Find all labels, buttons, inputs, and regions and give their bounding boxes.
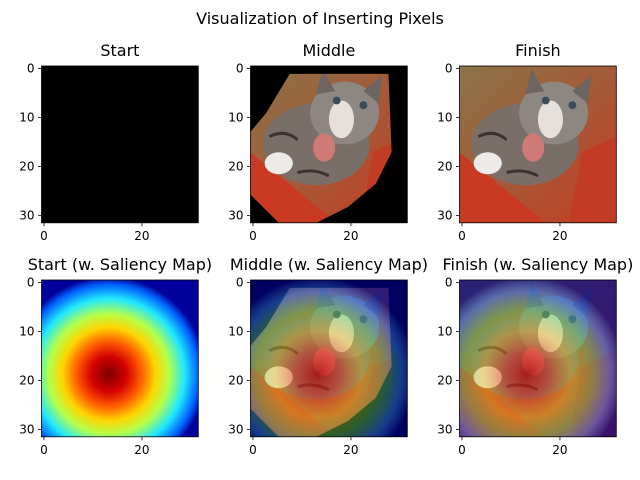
y-tick-label: 10 — [19, 110, 34, 124]
y-tick-label: 0 — [236, 275, 244, 289]
y-tick-label: 0 — [236, 61, 244, 75]
y-tick-label: 30 — [19, 208, 34, 222]
image-panel-3: Finish 0 10 20 30 0 20 — [437, 41, 617, 243]
y-tick-label: 20 — [437, 159, 452, 173]
x-tick-label: 20 — [343, 229, 358, 243]
image-panel-1: Start 0 10 20 30 0 20 — [19, 41, 199, 243]
y-tick-label: 30 — [228, 208, 243, 222]
y-tick-label: 10 — [228, 110, 243, 124]
x-tick-label: 20 — [134, 229, 149, 243]
y-tick-label: 20 — [437, 373, 452, 387]
x-tick-label: 0 — [458, 443, 466, 457]
figure-title: Visualization of Inserting Pixels — [196, 9, 444, 28]
y-tick-label: 20 — [228, 373, 243, 387]
panel-title-6: Finish (w. Saliency Map) — [442, 255, 633, 274]
y-tick-label: 10 — [437, 324, 452, 338]
x-tick-label: 0 — [249, 229, 257, 243]
y-tick-label: 0 — [27, 275, 35, 289]
y-tick-label: 30 — [437, 422, 452, 436]
x-tick-label: 0 — [458, 229, 466, 243]
y-tick-label: 10 — [228, 324, 243, 338]
y-tick-label: 30 — [19, 422, 34, 436]
x-tick-label: 0 — [40, 229, 48, 243]
y-tick-label: 20 — [19, 159, 34, 173]
x-tick-label: 20 — [552, 229, 567, 243]
y-tick-label: 20 — [19, 373, 34, 387]
panel-title-4: Start (w. Saliency Map) — [28, 255, 212, 274]
panel-title-5: Middle (w. Saliency Map) — [230, 255, 428, 274]
y-tick-label: 0 — [445, 61, 453, 75]
x-tick-label: 20 — [134, 443, 149, 457]
x-tick-label: 20 — [552, 443, 567, 457]
image-panel-2: Middle 0 10 20 30 0 20 — [228, 41, 408, 243]
y-tick-label: 30 — [228, 422, 243, 436]
y-tick-label: 10 — [437, 110, 452, 124]
x-tick-label: 0 — [40, 443, 48, 457]
x-tick-label: 0 — [249, 443, 257, 457]
panel-title-3: Finish — [515, 41, 561, 60]
y-tick-label: 0 — [27, 61, 35, 75]
y-tick-label: 20 — [228, 159, 243, 173]
y-tick-label: 10 — [19, 324, 34, 338]
x-tick-label: 20 — [343, 443, 358, 457]
panel-title-1: Start — [100, 41, 139, 60]
panel-title-2: Middle — [302, 41, 355, 60]
y-tick-label: 0 — [445, 275, 453, 289]
y-tick-label: 30 — [437, 208, 452, 222]
